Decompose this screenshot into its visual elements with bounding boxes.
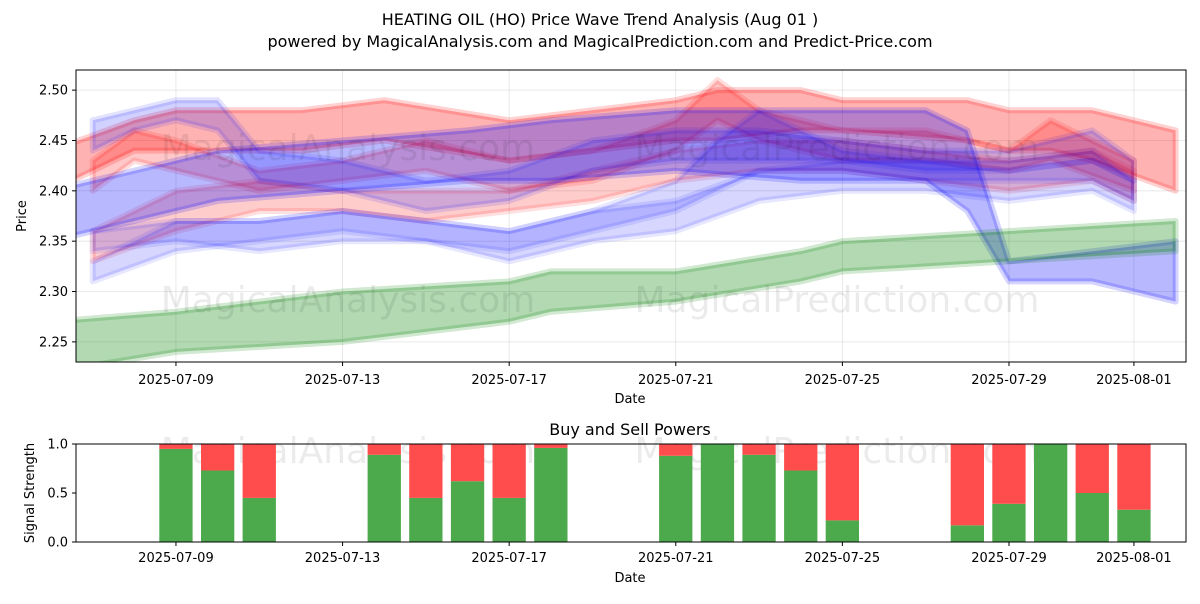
signal-y-tick-label: 0.0	[47, 536, 68, 551]
watermark: MagicalPrediction.com	[635, 128, 1040, 169]
x-tick-label: 2025-07-09	[138, 373, 214, 388]
signal-x-tick-label: 2025-08-01	[1096, 551, 1172, 566]
signal-x-tick-label: 2025-07-25	[805, 551, 881, 566]
y-tick-label: 2.35	[39, 235, 68, 250]
sell-power-bar	[201, 444, 235, 471]
buy-power-bar	[659, 455, 693, 542]
signal-bars	[159, 444, 1151, 542]
buy-power-bar	[1117, 509, 1151, 542]
price-y-axis-label: Price	[15, 200, 30, 232]
watermark: MagicalAnalysis.com	[161, 280, 535, 321]
green-wave-band	[76, 218, 1179, 362]
blue-wave-band	[89, 107, 1137, 285]
sell-power-bar	[1117, 444, 1151, 510]
signal-y-tick-label: 1.0	[47, 438, 68, 453]
watermark: MagicalPrediction.com	[635, 280, 1040, 321]
price-bands	[76, 77, 1179, 362]
sell-power-bar	[242, 444, 276, 498]
price-plot-background	[76, 70, 1186, 362]
y-tick-label: 2.40	[39, 184, 68, 199]
sell-power-bar	[367, 444, 401, 455]
buy-power-bar	[950, 525, 984, 542]
price-x-axis-label: Date	[614, 392, 645, 407]
buy-power-bar	[409, 497, 443, 542]
buy-power-bar	[367, 454, 401, 542]
sell-power-bar	[992, 444, 1026, 504]
sell-power-bar	[659, 444, 693, 456]
red-wave-band	[89, 77, 1137, 194]
sell-power-bar	[742, 444, 776, 455]
signal-x-tick-label: 2025-07-21	[638, 551, 714, 566]
price-plot-frame	[75, 69, 1187, 363]
signal-x-tick-label: 2025-07-17	[471, 551, 547, 566]
buy-power-bar	[992, 503, 1026, 542]
blue-wave-band	[76, 107, 1179, 305]
buy-power-bar	[534, 447, 568, 542]
signal-x-tick-label: 2025-07-09	[138, 551, 214, 566]
signal-y-tick-label: 0.5	[47, 487, 68, 502]
price-axes-ticks: 2.25 2.30 2.35 2.40 2.45 2.50 2025-07-09 2025-0…	[39, 84, 1172, 388]
x-tick-label: 2025-08-01	[1096, 373, 1172, 388]
y-tick-label: 2.30	[39, 285, 68, 300]
buy-power-bar	[784, 470, 818, 542]
signal-x-tick-label: 2025-07-13	[305, 551, 381, 566]
blue-wave-band	[89, 157, 1137, 265]
price-plot: MagicalAnalysis.com MagicalPrediction.co…	[15, 69, 1187, 407]
buy-power-bar	[159, 448, 193, 542]
chart-subtitle: powered by MagicalAnalysis.com and Magic…	[267, 32, 932, 51]
x-tick-label: 2025-07-29	[971, 373, 1047, 388]
buy-power-bar	[492, 497, 526, 542]
buy-power-bar	[201, 470, 235, 542]
red-wave-band	[76, 87, 1179, 194]
sell-power-bar	[159, 444, 193, 449]
sell-power-bar	[950, 444, 984, 526]
signal-axes-ticks: 0.0 0.5 1.0 2025-07-09 2025-07-13 2025-07-17 2…	[47, 438, 1171, 567]
buy-power-bar	[1075, 493, 1109, 542]
signal-y-axis-label: Signal Strength	[23, 443, 38, 543]
buy-power-bar	[242, 497, 276, 542]
sell-power-bar	[1075, 444, 1109, 493]
y-tick-label: 2.50	[39, 84, 68, 99]
blue-wave-band	[89, 97, 1137, 214]
y-tick-label: 2.25	[39, 335, 68, 350]
buy-power-bar	[450, 481, 485, 542]
red-wave-band	[89, 137, 1137, 265]
chart-title: HEATING OIL (HO) Price Wave Trend Analys…	[382, 10, 819, 29]
sell-power-bar	[492, 444, 526, 498]
signal-plot-frame	[75, 443, 1187, 543]
x-tick-label: 2025-07-25	[805, 373, 881, 388]
x-tick-label: 2025-07-17	[471, 373, 547, 388]
x-tick-label: 2025-07-13	[305, 373, 381, 388]
buy-power-bar	[700, 444, 735, 542]
buy-power-bar	[825, 520, 859, 542]
signal-x-tick-label: 2025-07-29	[971, 551, 1047, 566]
sell-power-bar	[409, 444, 443, 498]
y-tick-label: 2.45	[39, 134, 68, 149]
sell-power-bar	[825, 444, 859, 521]
signal-title: Buy and Sell Powers	[549, 420, 711, 439]
sell-power-bar	[784, 444, 818, 471]
signal-plot: Buy and Sell Powers MagicalAnalysis.com …	[23, 420, 1187, 586]
buy-power-bar	[1034, 444, 1068, 542]
buy-power-bar	[742, 454, 776, 542]
watermark: MagicalAnalysis.com	[161, 128, 535, 169]
sell-power-bar	[534, 444, 568, 448]
sell-power-bar	[450, 444, 485, 482]
price-watermarks: MagicalAnalysis.com MagicalPrediction.co…	[161, 128, 1040, 321]
price-grid	[76, 70, 1186, 362]
x-tick-label: 2025-07-21	[638, 373, 714, 388]
signal-x-axis-label: Date	[614, 571, 645, 586]
